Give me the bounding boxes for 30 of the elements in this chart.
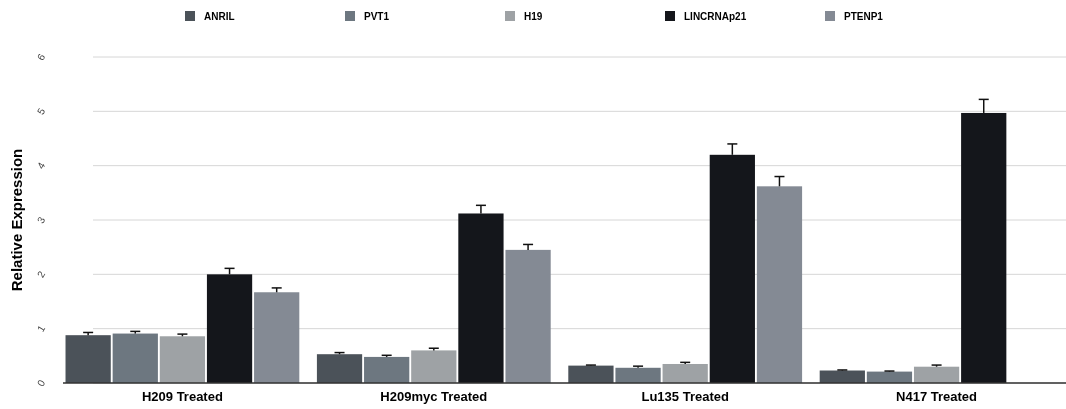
bar: [316, 354, 363, 383]
bar: [364, 356, 410, 383]
legend-label: PTENP1: [844, 10, 884, 22]
legend-label: ANRIL: [204, 10, 235, 22]
bar: [159, 336, 206, 383]
x-tick-label: H209 Treated: [141, 389, 223, 404]
y-tick-label: 5: [34, 105, 48, 117]
bar: [112, 333, 158, 383]
bar: [662, 363, 708, 383]
y-axis-title: Relative Expression: [8, 148, 25, 292]
bar: [411, 350, 457, 383]
x-tick-label: Lu135 Treated: [641, 389, 729, 404]
y-tick-label: 6: [34, 51, 48, 63]
bar: [568, 365, 614, 383]
bar: [615, 367, 661, 383]
y-tick-label: 4: [34, 160, 48, 171]
bar: [913, 366, 960, 383]
bar: [65, 335, 111, 383]
y-tick-label: 2: [34, 268, 48, 280]
y-tick-label: 3: [34, 214, 48, 226]
bar: [756, 186, 803, 383]
legend-label: PVT1: [364, 10, 390, 22]
y-tick-label: 0: [34, 377, 48, 389]
legend-label: LINCRNAp21: [684, 10, 747, 22]
bar: [505, 249, 551, 383]
legend-label: H19: [524, 10, 543, 22]
y-tick-label: 1: [34, 323, 48, 334]
x-tick-label: N417 Treated: [896, 389, 978, 404]
x-tick-label: H209myc Treated: [380, 389, 488, 404]
bar: [254, 292, 300, 383]
